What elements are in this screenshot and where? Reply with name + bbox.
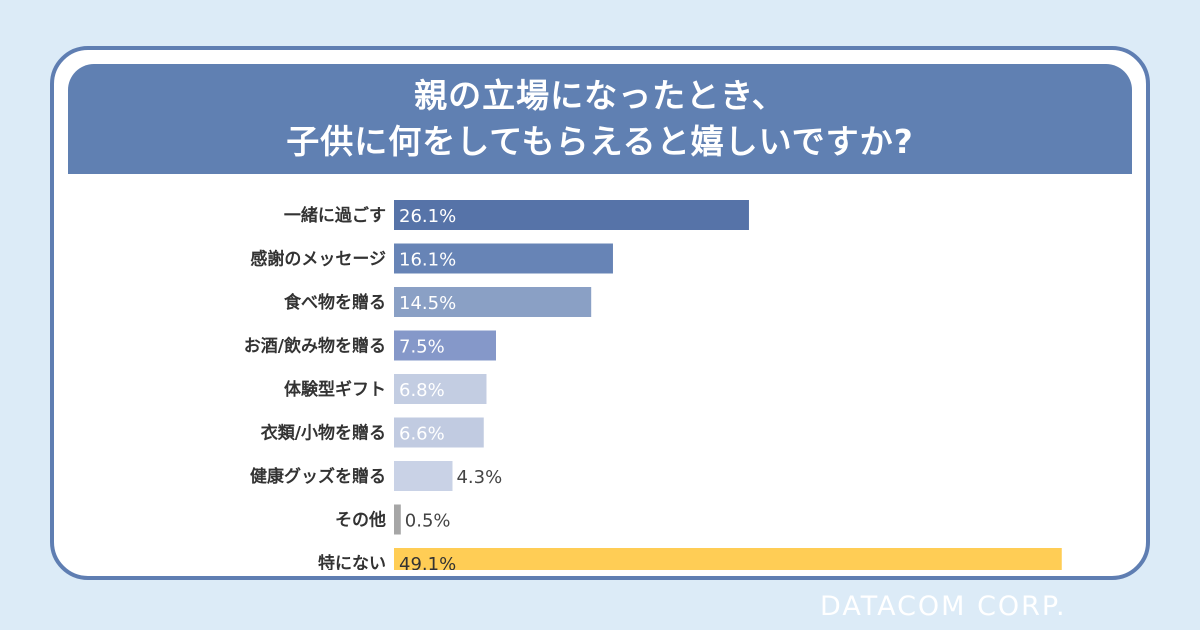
bar (394, 417, 484, 448)
category-label: 特にない (318, 553, 386, 570)
bar (394, 243, 613, 274)
value-label: 7.5% (399, 337, 445, 358)
bar (394, 504, 401, 535)
chart-title-line-1: 親の立場になったとき、 (414, 76, 786, 115)
datacom-logo: DATACOM CORP. (820, 591, 1067, 622)
bar (394, 461, 453, 491)
bar (394, 548, 1062, 570)
value-label: 49.1% (399, 554, 456, 570)
bar (394, 287, 592, 317)
bar (394, 374, 487, 404)
bar-chart: 一緒に過ごす 26.1% 感謝のメッセージ 16.1% 食べ物を贈る 14.5% お酒/飲み… (244, 200, 1062, 570)
bar (394, 200, 749, 230)
value-label: 6.6% (399, 424, 445, 445)
bar (394, 330, 496, 361)
chart-title-line-2: 子供に何をしてもらえると嬉しいですか? (286, 122, 914, 161)
category-label: お酒/飲み物を贈る (244, 336, 386, 357)
value-label: 14.5% (399, 293, 456, 314)
category-label: 一緒に過ごす (284, 205, 386, 226)
value-label: 0.5% (405, 511, 451, 532)
category-label: 体験型ギフト (284, 379, 386, 400)
category-label: その他 (335, 510, 386, 531)
category-label: 感謝のメッセージ (250, 249, 386, 270)
title-band: 親の立場になったとき、 子供に何をしてもらえると嬉しいですか? (68, 64, 1132, 174)
value-label: 6.8% (399, 380, 445, 401)
category-label: 健康グッズを贈る (250, 466, 386, 487)
value-label: 4.3% (456, 467, 502, 488)
value-label: 26.1% (399, 206, 456, 227)
category-label: 衣類/小物を贈る (261, 423, 386, 444)
chart-card: 親の立場になったとき、 子供に何をしてもらえると嬉しいですか? 一緒に過ごす 26… (50, 46, 1150, 580)
category-label: 食べ物を贈る (284, 292, 386, 313)
value-label: 16.1% (399, 250, 456, 271)
